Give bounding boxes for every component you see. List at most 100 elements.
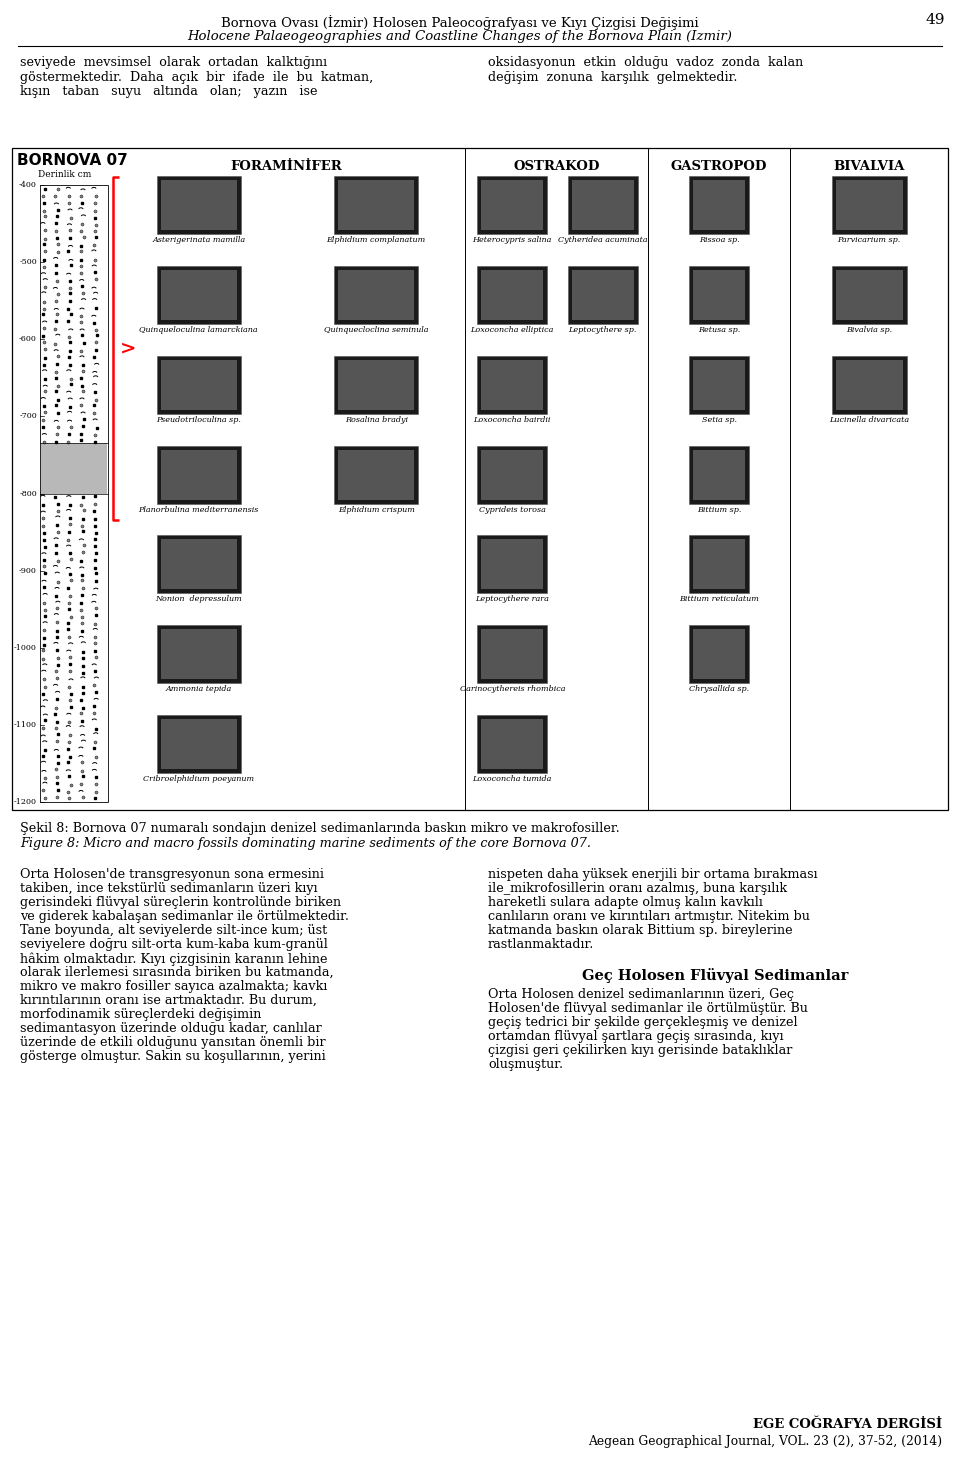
Text: Pseudotriloculina sp.: Pseudotriloculina sp. [156, 415, 241, 424]
Bar [835, 360, 902, 409]
Bar [338, 360, 415, 409]
Text: seviyelere doğru silt-orta kum-kaba kum-granül: seviyelere doğru silt-orta kum-kaba kum-… [20, 939, 328, 950]
Text: Planorbulina mediterranensis: Planorbulina mediterranensis [138, 506, 259, 513]
Text: OSTRAKOD: OSTRAKOD [514, 159, 600, 173]
Bar [481, 270, 543, 320]
Bar [693, 360, 745, 409]
Text: olarak ilerlemesi sırasında biriken bu katmanda,: olarak ilerlemesi sırasında biriken bu k… [20, 966, 334, 980]
Bar [693, 180, 745, 230]
Text: Carinocythereis rhombica: Carinocythereis rhombica [460, 686, 565, 693]
Bar [835, 180, 902, 230]
Bar [693, 539, 745, 589]
Text: GASTROPOD: GASTROPOD [671, 159, 767, 173]
Text: geçiş tedrici bir şekilde gerçekleşmiş ve denizel: geçiş tedrici bir şekilde gerçekleşmiş v… [488, 1016, 798, 1029]
Bar [477, 626, 547, 683]
Text: katmanda baskın olarak Bittium sp. bireylerine: katmanda baskın olarak Bittium sp. birey… [488, 924, 793, 937]
Text: Derinlik cm: Derinlik cm [38, 170, 91, 178]
Text: Quinqueloculina lamarckiana: Quinqueloculina lamarckiana [139, 326, 258, 333]
Bar [334, 446, 419, 503]
Text: Holosen'de flüvyal sedimanlar ile örtülmüştür. Bu: Holosen'de flüvyal sedimanlar ile örtülm… [488, 1001, 808, 1015]
Bar [831, 266, 906, 325]
Bar [338, 270, 415, 320]
Bar [567, 266, 637, 325]
Bar [481, 360, 543, 409]
Bar [831, 355, 906, 414]
Text: 49: 49 [925, 13, 945, 26]
Text: Cytheridea acuminata: Cytheridea acuminata [558, 235, 648, 244]
Bar [481, 450, 543, 500]
Text: Rosalina bradyi: Rosalina bradyi [345, 415, 408, 424]
Bar [477, 715, 547, 773]
Text: FORAMİNİFER: FORAMİNİFER [230, 159, 343, 173]
Text: Lucinella divaricata: Lucinella divaricata [828, 415, 909, 424]
Bar [156, 266, 241, 325]
Text: Cyprideis torosa: Cyprideis torosa [479, 506, 545, 513]
Text: ile_mikrofosillerin oranı azalmış, buna karşılık: ile_mikrofosillerin oranı azalmış, buna … [488, 882, 787, 895]
Text: oluşmuştur.: oluşmuştur. [488, 1058, 564, 1072]
Bar [334, 266, 419, 325]
Text: Aegean Geographical Journal, VOL. 23 (2), 37-52, (2014): Aegean Geographical Journal, VOL. 23 (2)… [588, 1436, 942, 1447]
Bar [160, 629, 237, 680]
Text: Bivalvia sp.: Bivalvia sp. [846, 326, 892, 333]
Text: Cribroelphidium poeyanum: Cribroelphidium poeyanum [143, 775, 254, 784]
Text: Loxoconcha tumida: Loxoconcha tumida [472, 775, 552, 784]
Text: Setia sp.: Setia sp. [702, 415, 736, 424]
Text: Nonion  depressulum: Nonion depressulum [156, 595, 242, 604]
Text: Holocene Palaeogeographies and Coastline Changes of the Bornova Plain (Izmir): Holocene Palaeogeographies and Coastline… [187, 31, 732, 42]
Text: Loxoconcha bairdii: Loxoconcha bairdii [473, 415, 551, 424]
Text: -600: -600 [19, 335, 37, 344]
Text: rastlanmaktadır.: rastlanmaktadır. [488, 939, 594, 950]
Bar [481, 539, 543, 589]
Text: -900: -900 [19, 567, 37, 575]
Bar [41, 443, 107, 494]
Text: Figure 8: Micro and macro fossils dominating marine sediments of the core Bornov: Figure 8: Micro and macro fossils domina… [20, 838, 590, 849]
Bar [693, 270, 745, 320]
Text: gerisindeki flüvyal süreçlerin kontrolünde biriken: gerisindeki flüvyal süreçlerin kontrolün… [20, 896, 341, 909]
Bar [334, 355, 419, 414]
Bar [160, 360, 237, 409]
Bar [693, 629, 745, 680]
Bar [831, 175, 906, 234]
Text: Şekil 8: Bornova 07 numaralı sondajın denizel sedimanlarında baskın mikro ve mak: Şekil 8: Bornova 07 numaralı sondajın de… [20, 822, 620, 835]
Bar [477, 535, 547, 594]
Text: kırıntılarının oranı ise artmaktadır. Bu durum,: kırıntılarının oranı ise artmaktadır. Bu… [20, 994, 317, 1007]
Bar [689, 535, 749, 594]
Text: EGE COĞRAFYA DERGİSİ: EGE COĞRAFYA DERGİSİ [753, 1418, 942, 1431]
Bar [689, 626, 749, 683]
Bar [160, 719, 237, 769]
Bar [835, 270, 902, 320]
Bar [481, 629, 543, 680]
Bar [338, 450, 415, 500]
Text: -500: -500 [19, 259, 37, 266]
Text: Orta Holosen'de transgresyonun sona ermesini: Orta Holosen'de transgresyonun sona erme… [20, 868, 324, 882]
Text: -700: -700 [19, 412, 37, 421]
Text: gösterge olmuştur. Sakin su koşullarının, yerini: gösterge olmuştur. Sakin su koşullarının… [20, 1050, 325, 1063]
Text: BIVALVIA: BIVALVIA [833, 159, 904, 173]
Text: Bittium sp.: Bittium sp. [697, 506, 741, 513]
Bar [689, 266, 749, 325]
Text: -1000: -1000 [14, 643, 37, 652]
Bar [156, 175, 241, 234]
Bar [693, 450, 745, 500]
Text: nispeten daha yüksek enerjili bir ortama bırakması: nispeten daha yüksek enerjili bir ortama… [488, 868, 818, 882]
Text: oksidasyonun  etkin  olduğu  vadoz  zonda  kalan: oksidasyonun etkin olduğu vadoz zonda ka… [488, 56, 804, 69]
Text: -1100: -1100 [14, 721, 37, 730]
Bar [689, 175, 749, 234]
Text: Orta Holosen denizel sedimanlarının üzeri, Geç: Orta Holosen denizel sedimanlarının üzer… [488, 988, 794, 1001]
Text: Quinquecloclina seminula: Quinquecloclina seminula [324, 326, 428, 333]
Text: Asterigerinata mamilla: Asterigerinata mamilla [153, 235, 246, 244]
Bar [477, 266, 547, 325]
Text: -1200: -1200 [14, 798, 37, 806]
Text: Ammonia tepida: Ammonia tepida [166, 686, 232, 693]
Text: sedimantasyon üzerinde olduğu kadar, canlılar: sedimantasyon üzerinde olduğu kadar, can… [20, 1022, 322, 1035]
Text: kışın   taban   suyu   altında   olan;   yazın   ise: kışın taban suyu altında olan; yazın ise [20, 85, 318, 98]
Text: Bornova Ovası (İzmir) Holosen Paleocoğrafyası ve Kıyı Çizgisi Değişimi: Bornova Ovası (İzmir) Holosen Paleocoğra… [221, 15, 699, 31]
Bar [477, 446, 547, 503]
Bar [572, 180, 634, 230]
Text: üzerinde de etkili olduğunu yansıtan önemli bir: üzerinde de etkili olduğunu yansıtan öne… [20, 1037, 325, 1050]
Bar [689, 355, 749, 414]
Bar [12, 148, 948, 810]
Text: hareketli sulara adapte olmuş kalın kavkılı: hareketli sulara adapte olmuş kalın kavk… [488, 896, 763, 909]
Bar [477, 175, 547, 234]
Text: Heterocypris salina: Heterocypris salina [472, 235, 552, 244]
